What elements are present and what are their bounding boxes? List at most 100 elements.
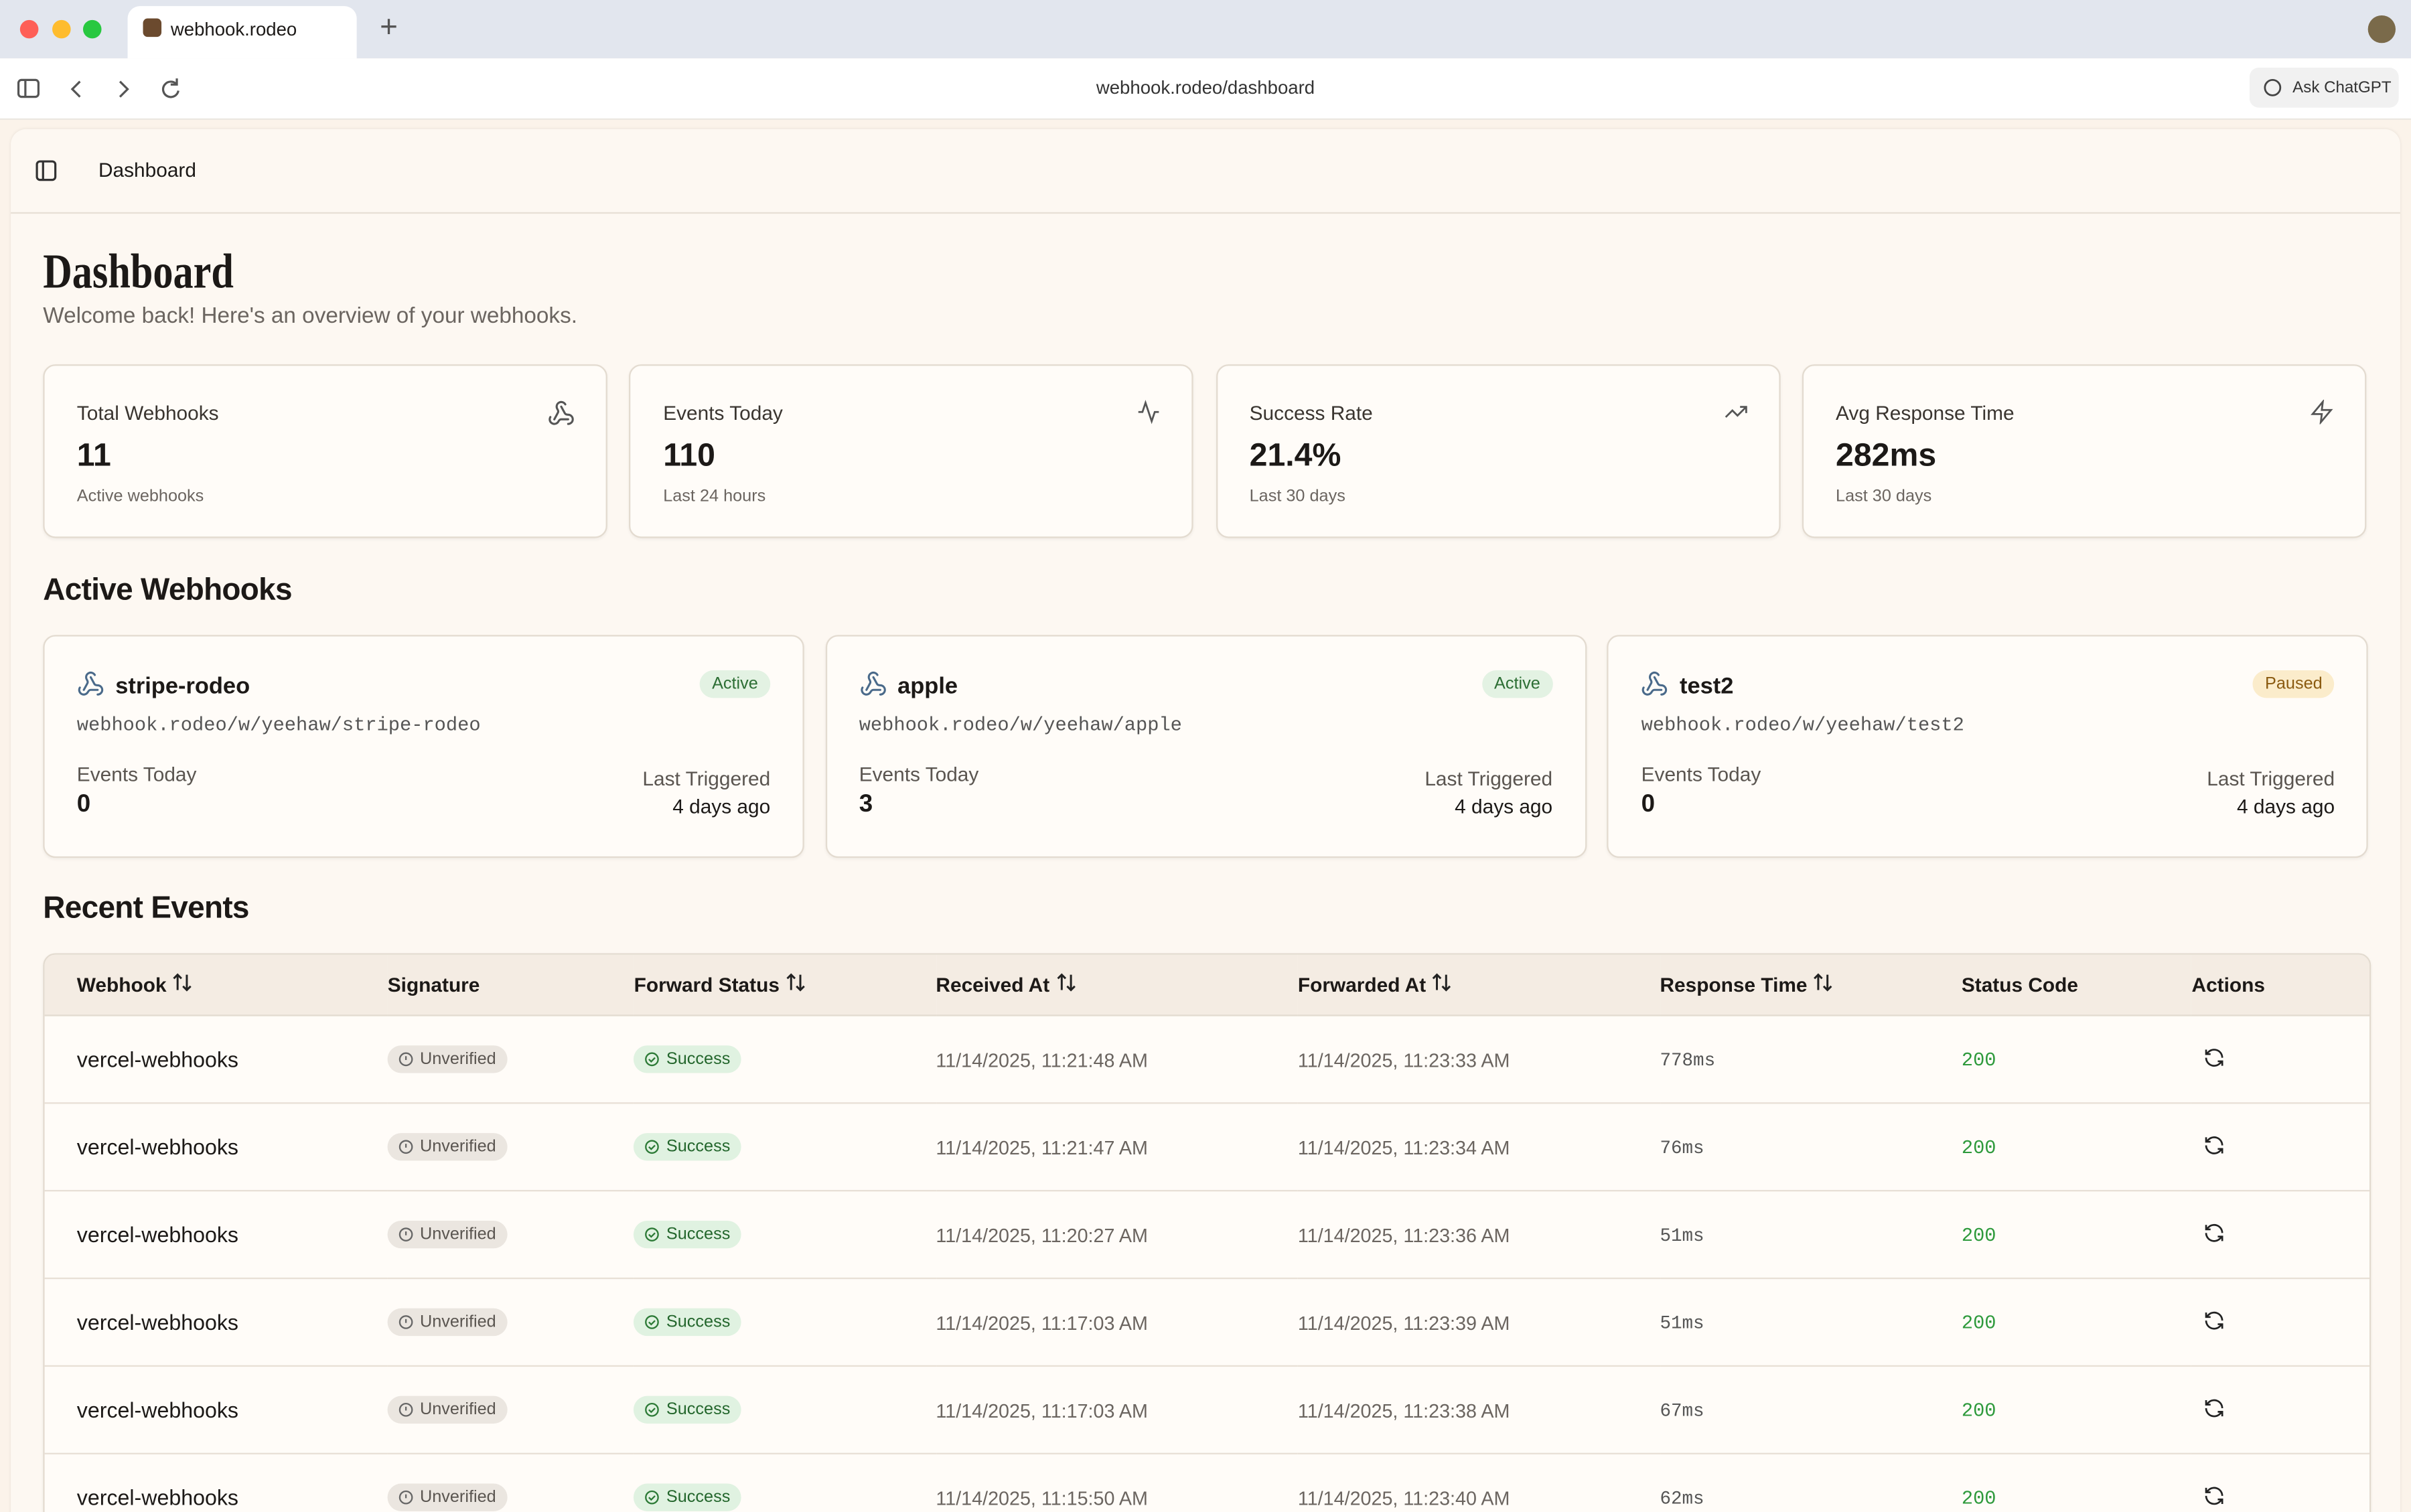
event-row[interactable]: vercel-webhooks Unverified Success 11/14/20… bbox=[44, 1453, 2369, 1512]
profile[interactable] bbox=[2367, 15, 2396, 44]
events-value: 0 bbox=[1641, 791, 1656, 818]
webhook-card[interactable]: stripe-rodeo Active webhook.rodeo/w/yeehaw… bbox=[43, 635, 804, 858]
column-header[interactable]: Forward Status bbox=[634, 954, 936, 1016]
sidebar-toggle[interactable] bbox=[35, 160, 57, 181]
event-row[interactable]: vercel-webhooks Unverified Success 11/14/20… bbox=[44, 1365, 2369, 1454]
events-label: Events Today bbox=[1641, 762, 1761, 786]
tab-bar: webhook.rodeo + bbox=[0, 0, 2411, 59]
column-header[interactable]: Webhook bbox=[44, 954, 388, 1016]
webhook-name: vercel-webhooks bbox=[76, 1222, 239, 1247]
event-row[interactable]: vercel-webhooks Unverified Success 11/14/20… bbox=[44, 1015, 2369, 1104]
stat-caption: Last 30 days bbox=[1836, 487, 1932, 506]
status-badge: Success bbox=[634, 1483, 741, 1511]
retry-button[interactable] bbox=[2204, 1135, 2225, 1160]
signature-badge: Unverified bbox=[387, 1395, 507, 1424]
retry-button[interactable] bbox=[2204, 1223, 2225, 1248]
timestamp: 11/14/2025, 11:17:03 AM bbox=[936, 1400, 1148, 1422]
webhook-card[interactable]: test2 Paused webhook.rodeo/w/yeehaw/test2 E… bbox=[1607, 635, 2369, 858]
column-header[interactable]: Forwarded At bbox=[1297, 954, 1660, 1016]
webhook-card[interactable]: apple Active webhook.rodeo/w/yeehaw/apple E… bbox=[825, 635, 1587, 858]
events-table: Webhook Signature Forward Status Received A… bbox=[43, 953, 2371, 1512]
ask-button[interactable]: Ask ChatGPT bbox=[2249, 68, 2399, 108]
column-title: Forward Status bbox=[634, 973, 780, 996]
signature-badge: Unverified bbox=[387, 1220, 507, 1249]
actions-cell bbox=[2191, 1103, 2369, 1192]
status-text: Success bbox=[666, 1488, 731, 1507]
column-header[interactable]: Received At bbox=[936, 954, 1298, 1016]
timestamp: 11/14/2025, 11:23:38 AM bbox=[1297, 1400, 1510, 1422]
page-subtitle: Welcome back! Here's an overview of your… bbox=[43, 304, 577, 329]
event-row[interactable]: vercel-webhooks Unverified Success 11/14/20… bbox=[44, 1103, 2369, 1192]
webhook-name: vercel-webhooks bbox=[76, 1397, 239, 1422]
cell: 11/14/2025, 11:20:27 AM bbox=[936, 1191, 1298, 1280]
cell: 200 bbox=[1961, 1453, 2192, 1512]
events-label: Events Today bbox=[859, 762, 979, 786]
status-badge: Paused bbox=[2252, 670, 2335, 698]
event-row[interactable]: vercel-webhooks Unverified Success 11/14/20… bbox=[44, 1191, 2369, 1280]
column-title: Forwarded At bbox=[1297, 973, 1427, 996]
timestamp: 11/14/2025, 11:23:39 AM bbox=[1297, 1312, 1510, 1334]
cell: 11/14/2025, 11:23:33 AM bbox=[1297, 1015, 1660, 1104]
cell: 11/14/2025, 11:15:50 AM bbox=[936, 1453, 1298, 1512]
column-header[interactable]: Response Time bbox=[1660, 954, 1962, 1016]
retry-button[interactable] bbox=[2204, 1048, 2225, 1072]
actions-cell bbox=[2191, 1015, 2369, 1104]
webhook-url: webhook.rodeo/w/yeehaw/apple bbox=[859, 714, 1182, 737]
cell: vercel-webhooks bbox=[44, 1103, 388, 1192]
signature-text: Unverified bbox=[419, 1225, 496, 1244]
nav-icons[interactable] bbox=[17, 77, 186, 102]
webhook-url: webhook.rodeo/w/yeehaw/stripe-rodeo bbox=[76, 714, 481, 737]
stat-caption: Last 24 hours bbox=[663, 487, 766, 506]
app-header: Dashboard bbox=[11, 129, 2400, 214]
stat-icon bbox=[547, 400, 575, 435]
stat-caption: Last 30 days bbox=[1249, 487, 1345, 506]
retry-button[interactable] bbox=[2204, 1486, 2225, 1510]
timestamp: 11/14/2025, 11:21:48 AM bbox=[936, 1049, 1148, 1071]
last-value: 4 days ago bbox=[672, 794, 771, 818]
cell: 11/14/2025, 11:17:03 AM bbox=[936, 1278, 1298, 1367]
events-value: 3 bbox=[859, 791, 873, 818]
cell: Success bbox=[634, 1103, 936, 1192]
status-badge: Active bbox=[1481, 670, 1553, 698]
tab[interactable]: webhook.rodeo bbox=[127, 6, 357, 59]
stat-icon bbox=[2309, 398, 2334, 432]
status-text: Success bbox=[666, 1137, 731, 1156]
signature-badge: Unverified bbox=[387, 1133, 507, 1161]
section-title: Recent Events bbox=[43, 891, 249, 926]
tab-title: webhook.rodeo bbox=[170, 18, 297, 40]
retry-button[interactable] bbox=[2204, 1398, 2225, 1422]
webhook-icon bbox=[859, 670, 887, 706]
breadcrumb[interactable]: Dashboard bbox=[98, 158, 196, 181]
zoom-button[interactable] bbox=[82, 19, 102, 39]
app-panel: Dashboard Dashboard Welcome back! Here's… bbox=[11, 129, 2400, 1512]
events-label: Events Today bbox=[76, 762, 197, 786]
status-code: 200 bbox=[1961, 1137, 1996, 1160]
stat-value: 11 bbox=[76, 438, 111, 474]
status-badge: Success bbox=[634, 1395, 741, 1424]
column-title: Response Time bbox=[1660, 973, 1808, 996]
webhook-name: vercel-webhooks bbox=[76, 1047, 239, 1072]
minimize-button[interactable] bbox=[52, 19, 71, 39]
response-time: 67ms bbox=[1660, 1400, 1704, 1422]
cell: Success bbox=[634, 1015, 936, 1104]
event-row[interactable]: vercel-webhooks Unverified Success 11/14/20… bbox=[44, 1278, 2369, 1367]
webhook-url: webhook.rodeo/w/yeehaw/test2 bbox=[1641, 714, 1964, 737]
status-badge: Success bbox=[634, 1133, 741, 1161]
last-label: Last Triggered bbox=[1424, 767, 1553, 791]
address-bar[interactable]: webhook.rodeo/dashboard bbox=[1096, 76, 1315, 98]
cell: Unverified bbox=[387, 1365, 634, 1454]
close-button[interactable] bbox=[19, 19, 39, 39]
actions-cell bbox=[2191, 1278, 2369, 1367]
cell: Unverified bbox=[387, 1278, 634, 1367]
stat-value: 110 bbox=[663, 438, 716, 474]
last-value: 4 days ago bbox=[1455, 794, 1553, 818]
retry-button[interactable] bbox=[2204, 1310, 2225, 1335]
timestamp: 11/14/2025, 11:23:36 AM bbox=[1297, 1224, 1510, 1246]
new-tab[interactable]: + bbox=[380, 11, 398, 45]
cell: 51ms bbox=[1660, 1191, 1962, 1280]
status-badge: Success bbox=[634, 1220, 741, 1249]
column-title: Webhook bbox=[76, 973, 167, 996]
cell: Success bbox=[634, 1191, 936, 1280]
page-title: Dashboard bbox=[43, 242, 234, 299]
signature-text: Unverified bbox=[419, 1137, 496, 1156]
